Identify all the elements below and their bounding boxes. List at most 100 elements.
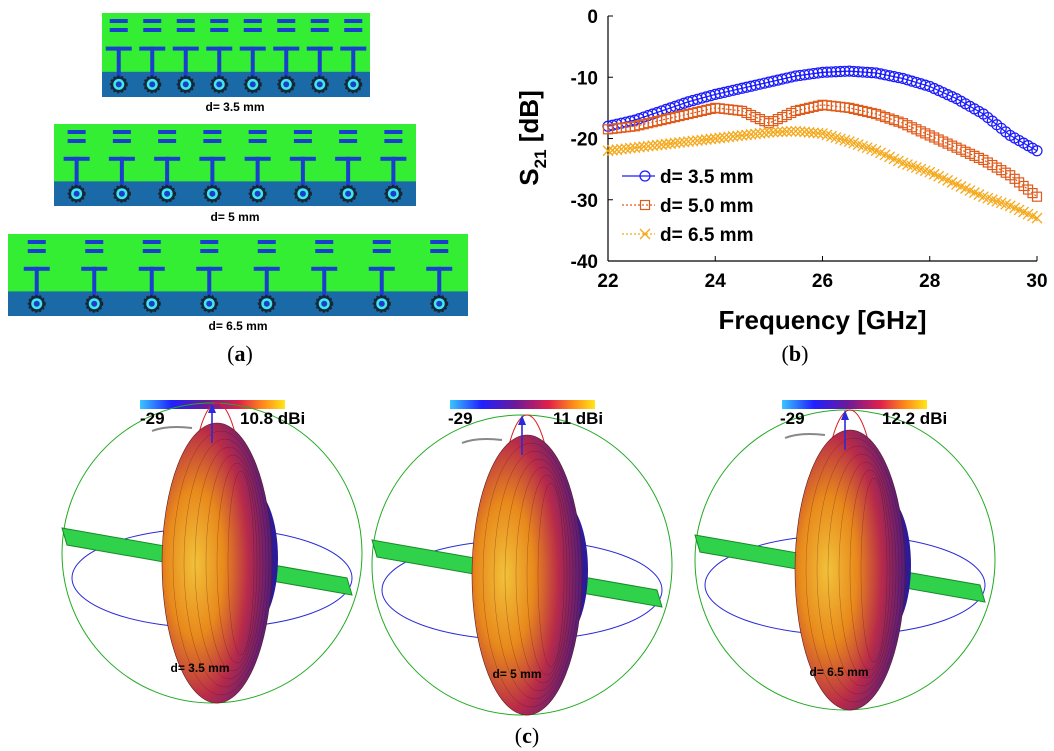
data-point	[807, 67, 820, 80]
data-point	[866, 67, 878, 79]
array-element	[199, 130, 226, 203]
pattern-label-1: d= 3.5 mm	[170, 661, 230, 675]
legend-label: d= 6.5 mm	[660, 225, 753, 246]
data-point	[830, 66, 842, 78]
layout-2	[54, 124, 416, 206]
data-point	[834, 65, 846, 78]
contour-line	[183, 438, 267, 688]
ground-plane	[54, 181, 416, 206]
data-point	[638, 141, 650, 153]
contour-line	[860, 477, 888, 663]
data-point	[812, 67, 824, 79]
legend-label: d= 5.0 mm	[660, 196, 753, 217]
data-point	[821, 66, 833, 78]
data-point	[678, 136, 690, 148]
series-3	[602, 125, 1043, 224]
data-point	[790, 125, 802, 137]
array-element	[368, 240, 395, 313]
theta-arrow	[151, 426, 193, 432]
data-point	[611, 144, 623, 156]
caption-b: (b)	[781, 341, 809, 366]
data-point	[714, 132, 726, 144]
data-point	[705, 133, 717, 145]
data-point	[607, 144, 618, 156]
contour-line	[515, 466, 571, 684]
array-element	[426, 240, 453, 313]
data-point	[870, 67, 882, 79]
y-tick-label: -40	[571, 252, 598, 273]
scale-min-3: -29	[780, 409, 805, 428]
antenna-layouts	[8, 13, 468, 316]
data-point	[639, 228, 651, 240]
x-tick-label: 26	[812, 271, 833, 292]
contour-line	[172, 430, 270, 696]
series-2	[602, 99, 1043, 202]
data-point	[629, 142, 641, 154]
panel-c: -29 10.8 dBi -29 11 dBi -29 12.2 dBi d= …	[0, 390, 1054, 751]
x-tick-label: 24	[705, 271, 727, 292]
data-point	[620, 143, 632, 155]
contour-line	[194, 446, 264, 680]
contour-line	[205, 454, 261, 672]
data-point	[651, 139, 663, 151]
data-point	[687, 135, 699, 147]
data-point	[767, 126, 779, 138]
data-point	[794, 126, 806, 138]
layout-3	[8, 234, 468, 316]
theta-arrow	[784, 433, 826, 439]
data-point	[874, 68, 887, 80]
data-point	[642, 140, 654, 152]
data-point	[812, 127, 824, 139]
data-point	[639, 199, 651, 211]
data-point	[803, 126, 815, 138]
color-scale-bar	[450, 400, 595, 409]
scale-max-2: 11 dBi	[553, 409, 604, 428]
data-point	[803, 68, 815, 80]
ground-plane	[102, 71, 370, 97]
data-point	[1031, 191, 1043, 202]
data-point	[754, 127, 766, 139]
array-element	[81, 240, 108, 313]
x-tick-label: 30	[1026, 271, 1047, 292]
panel-a: d= 3.5 mm d= 5 mm d= 6.5 mm (a)	[0, 0, 480, 380]
array-element	[139, 19, 166, 94]
legend-label: d= 3.5 mm	[660, 167, 753, 188]
array-element	[154, 130, 181, 203]
array-element	[105, 19, 132, 94]
data-point	[624, 142, 636, 154]
contour-line	[504, 458, 574, 692]
data-point	[602, 145, 614, 157]
data-point	[669, 137, 681, 149]
contour-line	[526, 474, 568, 676]
array-element	[239, 19, 266, 94]
array-element	[306, 19, 333, 94]
pattern-label-2: d= 5 mm	[492, 667, 542, 681]
array-element	[63, 130, 90, 203]
panel-b: 0 -10 -20 -30 -40 22 24 26 28 30 Frequency [GHz] S2…	[490, 0, 1054, 380]
ground-plane	[8, 291, 468, 316]
layout-label-2: d= 5 mm	[210, 210, 260, 224]
contour-line	[816, 445, 900, 695]
contour-line	[849, 469, 891, 671]
array-element	[138, 240, 165, 313]
data-point	[660, 138, 672, 150]
y-tick-label: -10	[571, 68, 598, 89]
data-point	[674, 137, 685, 149]
array-element	[380, 130, 407, 203]
legend: d= 3.5 mm d= 5.0 mm d= 6.5 mm	[622, 167, 753, 246]
data-point	[799, 126, 811, 138]
y-tick-label: -20	[571, 130, 598, 151]
contour-line	[537, 482, 565, 668]
data-point	[647, 140, 659, 152]
x-tick-label: 28	[919, 271, 940, 292]
data-point	[691, 135, 703, 147]
x-tick-label: 22	[597, 271, 618, 292]
data-point	[709, 133, 721, 144]
z-arrow-head	[518, 415, 526, 425]
array-element	[244, 130, 271, 203]
data-point	[776, 126, 788, 138]
data-point	[639, 170, 651, 182]
data-point	[745, 128, 757, 140]
layout-label-3: d= 6.5 mm	[208, 319, 268, 333]
contour-line	[216, 462, 258, 664]
